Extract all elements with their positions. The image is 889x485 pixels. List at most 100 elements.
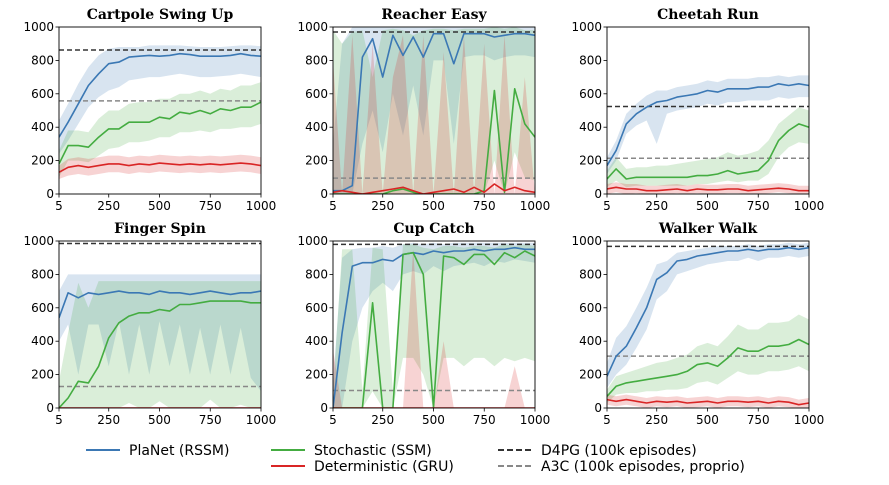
panel-walker-walk: Walker Walk 0 200 400 600 800 1000 5 250 500 750 10… bbox=[571, 221, 824, 427]
y-tick-label: 600 bbox=[31, 87, 54, 101]
x-tick-label: 500 bbox=[422, 413, 445, 427]
y-tick-label: 600 bbox=[31, 301, 54, 315]
plot-area bbox=[607, 242, 809, 408]
x-tick-label: 5 bbox=[55, 199, 63, 213]
panel-cheetah-run: Cheetah Run 0 200 400 600 800 1000 5 250 500 750 10… bbox=[571, 7, 824, 213]
axes-frame bbox=[58, 240, 262, 409]
y-tick-label: 0 bbox=[46, 401, 54, 415]
panel-cup-catch: Cup Catch 0 200 400 600 800 1000 5 250 500 750 1000 bbox=[297, 221, 550, 427]
legend-item-deterministic-gru: Deterministic (GRU) bbox=[271, 459, 454, 475]
x-tick-label: 1000 bbox=[794, 199, 825, 213]
x-tick-label: 1000 bbox=[246, 413, 277, 427]
y-tick-label: 400 bbox=[31, 334, 54, 348]
x-tick-label: 750 bbox=[747, 199, 770, 213]
panel-title: Finger Spin bbox=[114, 221, 206, 237]
y-tick-label: 400 bbox=[305, 120, 328, 134]
line-stochastic-ssm bbox=[59, 300, 261, 408]
y-tick-label: 800 bbox=[305, 53, 328, 67]
y-tick-label: 600 bbox=[579, 87, 602, 101]
line-planet-rssm bbox=[59, 52, 261, 138]
line-deterministic-gru bbox=[607, 186, 809, 192]
band-stochastic-ssm bbox=[59, 281, 261, 408]
x-tick-label: 250 bbox=[371, 413, 394, 427]
band-stochastic-ssm bbox=[333, 27, 535, 194]
band-stochastic-ssm bbox=[59, 82, 261, 178]
y-tick-label: 600 bbox=[305, 301, 328, 315]
band-planet-rssm bbox=[607, 75, 809, 174]
band-stochastic-ssm bbox=[607, 314, 809, 403]
axes-frame bbox=[606, 240, 810, 409]
y-tick-label: 0 bbox=[594, 187, 602, 201]
band-stochastic-ssm bbox=[333, 244, 535, 408]
y-tick-label: 600 bbox=[579, 301, 602, 315]
x-tick-label: 750 bbox=[199, 199, 222, 213]
line-stochastic-ssm bbox=[59, 101, 261, 165]
x-tick-label: 1000 bbox=[520, 413, 551, 427]
legend-label: Stochastic (SSM) bbox=[314, 443, 432, 459]
line-stochastic-ssm bbox=[607, 338, 809, 397]
legend-item-stochastic-ssm: Stochastic (SSM) bbox=[271, 443, 432, 459]
axes-frame bbox=[606, 26, 810, 195]
x-tick-label: 1000 bbox=[794, 413, 825, 427]
y-tick-label: 800 bbox=[579, 267, 602, 281]
legend-label: PlaNet (RSSM) bbox=[129, 443, 229, 459]
y-tick-label: 1000 bbox=[23, 20, 54, 34]
line-deterministic-gru bbox=[59, 162, 261, 174]
y-tick-label: 1000 bbox=[23, 234, 54, 248]
x-tick-label: 500 bbox=[696, 413, 719, 427]
legend-item-planet-rssm: PlaNet (RSSM) bbox=[86, 443, 229, 459]
plot-area bbox=[333, 242, 535, 408]
y-tick-label: 0 bbox=[320, 401, 328, 415]
plot-area bbox=[59, 45, 261, 179]
legend: PlaNet (RSSM) Stochastic (SSM)Determinist… bbox=[86, 443, 745, 475]
x-tick-label: 750 bbox=[473, 413, 496, 427]
y-tick-label: 1000 bbox=[297, 20, 328, 34]
x-tick-label: 250 bbox=[97, 413, 120, 427]
y-tick-label: 200 bbox=[31, 368, 54, 382]
legend-item-d4pg-100k-episodes: D4PG (100k episodes) bbox=[498, 443, 697, 459]
plot-area bbox=[333, 27, 535, 194]
line-planet-rssm bbox=[607, 83, 809, 167]
x-tick-label: 500 bbox=[696, 199, 719, 213]
line-planet-rssm bbox=[333, 246, 535, 408]
panel-title: Cartpole Swing Up bbox=[87, 7, 234, 23]
x-tick-label: 750 bbox=[747, 413, 770, 427]
x-tick-label: 5 bbox=[603, 413, 611, 427]
axes-frame bbox=[58, 26, 262, 195]
y-tick-label: 0 bbox=[594, 401, 602, 415]
line-deterministic-gru bbox=[333, 183, 535, 194]
y-tick-label: 0 bbox=[46, 187, 54, 201]
line-planet-rssm bbox=[333, 32, 535, 192]
y-tick-label: 400 bbox=[31, 120, 54, 134]
y-tick-label: 200 bbox=[579, 368, 602, 382]
x-tick-label: 5 bbox=[329, 413, 337, 427]
panel-title: Cheetah Run bbox=[657, 7, 759, 23]
plot-area bbox=[607, 75, 809, 194]
y-tick-label: 200 bbox=[31, 154, 54, 168]
axes-frame bbox=[332, 240, 536, 409]
x-tick-label: 750 bbox=[199, 413, 222, 427]
band-deterministic-gru bbox=[333, 35, 535, 194]
panel-reacher-easy: Reacher Easy 0 200 400 600 800 1000 5 250 500 750 1… bbox=[297, 7, 550, 213]
axes-frame bbox=[332, 26, 536, 195]
y-tick-label: 200 bbox=[579, 154, 602, 168]
x-tick-label: 5 bbox=[329, 199, 337, 213]
y-tick-label: 400 bbox=[579, 120, 602, 134]
line-stochastic-ssm bbox=[333, 88, 535, 194]
legend-label: Deterministic (GRU) bbox=[314, 459, 454, 475]
x-tick-label: 250 bbox=[371, 199, 394, 213]
band-deterministic-gru bbox=[59, 154, 261, 179]
x-tick-label: 5 bbox=[55, 413, 63, 427]
y-tick-label: 600 bbox=[305, 87, 328, 101]
line-planet-rssm bbox=[59, 290, 261, 319]
y-tick-label: 800 bbox=[579, 53, 602, 67]
y-tick-label: 1000 bbox=[297, 234, 328, 248]
y-tick-label: 200 bbox=[305, 154, 328, 168]
x-tick-label: 1000 bbox=[520, 199, 551, 213]
band-planet-rssm bbox=[59, 274, 261, 392]
panel-cartpole-swing-up: Cartpole Swing Up 0 200 400 600 800 1000 5 250 50… bbox=[23, 7, 276, 213]
x-tick-label: 5 bbox=[603, 199, 611, 213]
panel-title: Cup Catch bbox=[393, 221, 474, 237]
